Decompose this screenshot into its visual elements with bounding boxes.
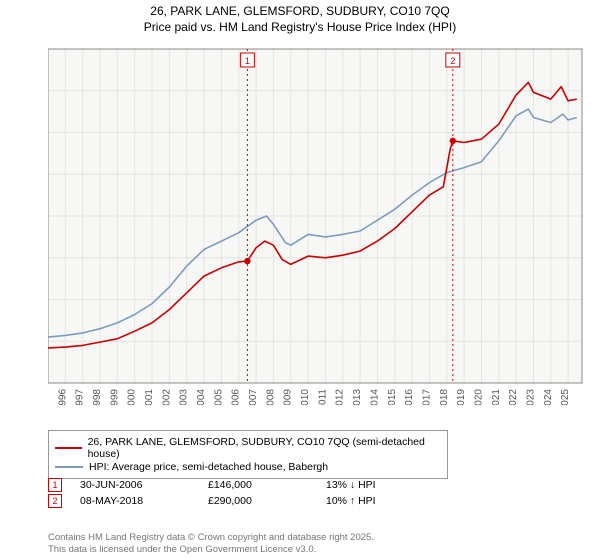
x-tick-label: 2001 xyxy=(144,389,155,405)
x-tick-label: 2025 xyxy=(560,389,571,405)
x-tick-label: 2016 xyxy=(404,389,415,405)
x-tick-label: 1999 xyxy=(109,389,120,405)
sale-price: £146,000 xyxy=(208,479,308,491)
legend-label: HPI: Average price, semi-detached house,… xyxy=(89,461,328,473)
sale-marker-box: 2 xyxy=(48,494,62,508)
legend-swatch xyxy=(55,447,82,449)
x-tick-label: 2010 xyxy=(300,389,311,405)
sale-date: 30-JUN-2006 xyxy=(80,479,190,491)
sales-table: 1 30-JUN-2006 £146,000 13% ↓ HPI 2 08-MAY-201… xyxy=(48,476,436,510)
x-tick-label: 2002 xyxy=(161,389,172,405)
footer-attribution: Contains HM Land Registry data © Crown c… xyxy=(48,532,374,556)
x-tick-label: 1998 xyxy=(92,389,103,405)
sale-price: £290,000 xyxy=(208,495,308,507)
chart-container: { "title_line1": "26, PARK LANE, GLEMSFO… xyxy=(0,0,600,560)
x-tick-label: 2009 xyxy=(283,389,294,405)
sale-date: 08-MAY-2018 xyxy=(80,495,190,507)
x-tick-label: 1996 xyxy=(57,389,68,405)
x-tick-label: 2022 xyxy=(508,389,519,405)
x-tick-label: 2007 xyxy=(248,389,259,405)
sale-marker-box: 1 xyxy=(48,478,62,492)
sale-diff: 10% ↑ HPI xyxy=(326,495,436,507)
x-tick-label: 2015 xyxy=(387,389,398,405)
x-tick-label: 2021 xyxy=(491,389,502,405)
x-tick-label: 2004 xyxy=(196,389,207,405)
legend-item: 26, PARK LANE, GLEMSFORD, SUDBURY, CO10 … xyxy=(55,436,441,460)
x-tick-label: 1995 xyxy=(48,389,51,405)
x-tick-label: 2008 xyxy=(265,389,276,405)
title-line-1: 26, PARK LANE, GLEMSFORD, SUDBURY, CO10 … xyxy=(0,4,600,20)
x-tick-label: 2014 xyxy=(369,389,380,405)
x-tick-label: 1997 xyxy=(75,389,86,405)
x-tick-label: 2006 xyxy=(231,389,242,405)
sale-row: 2 08-MAY-2018 £290,000 10% ↑ HPI xyxy=(48,494,436,508)
x-tick-label: 2005 xyxy=(213,389,224,405)
chart-title: 26, PARK LANE, GLEMSFORD, SUDBURY, CO10 … xyxy=(0,0,600,35)
legend-label: 26, PARK LANE, GLEMSFORD, SUDBURY, CO10 … xyxy=(88,436,441,460)
footer-line-2: This data is licensed under the Open Gov… xyxy=(48,544,374,556)
title-line-2: Price paid vs. HM Land Registry's House … xyxy=(0,20,600,36)
legend-swatch xyxy=(55,466,83,468)
chart-plot-area: 12 £0£50K£100K£150K£200K£250K£300K£350K£… xyxy=(48,45,588,405)
x-tick-label: 2024 xyxy=(543,389,554,405)
x-tick-label: 2000 xyxy=(127,389,138,405)
sale-row: 1 30-JUN-2006 £146,000 13% ↓ HPI xyxy=(48,478,436,492)
x-tick-label: 2003 xyxy=(179,389,190,405)
x-tick-label: 2017 xyxy=(421,389,432,405)
x-tick-label: 2018 xyxy=(439,389,450,405)
sale-marker-label: 1 xyxy=(245,56,250,66)
sale-marker-label: 2 xyxy=(450,56,455,66)
x-tick-label: 2012 xyxy=(335,389,346,405)
x-tick-label: 2011 xyxy=(317,389,328,405)
legend-item: HPI: Average price, semi-detached house,… xyxy=(55,461,441,473)
x-tick-label: 2013 xyxy=(352,389,363,405)
footer-line-1: Contains HM Land Registry data © Crown c… xyxy=(48,532,374,544)
x-tick-label: 2020 xyxy=(473,389,484,405)
legend: 26, PARK LANE, GLEMSFORD, SUDBURY, CO10 … xyxy=(48,430,448,479)
sale-diff: 13% ↓ HPI xyxy=(326,479,436,491)
x-tick-label: 2019 xyxy=(456,389,467,405)
x-tick-label: 2023 xyxy=(525,389,536,405)
chart-svg: 12 £0£50K£100K£150K£200K£250K£300K£350K£… xyxy=(48,45,588,405)
